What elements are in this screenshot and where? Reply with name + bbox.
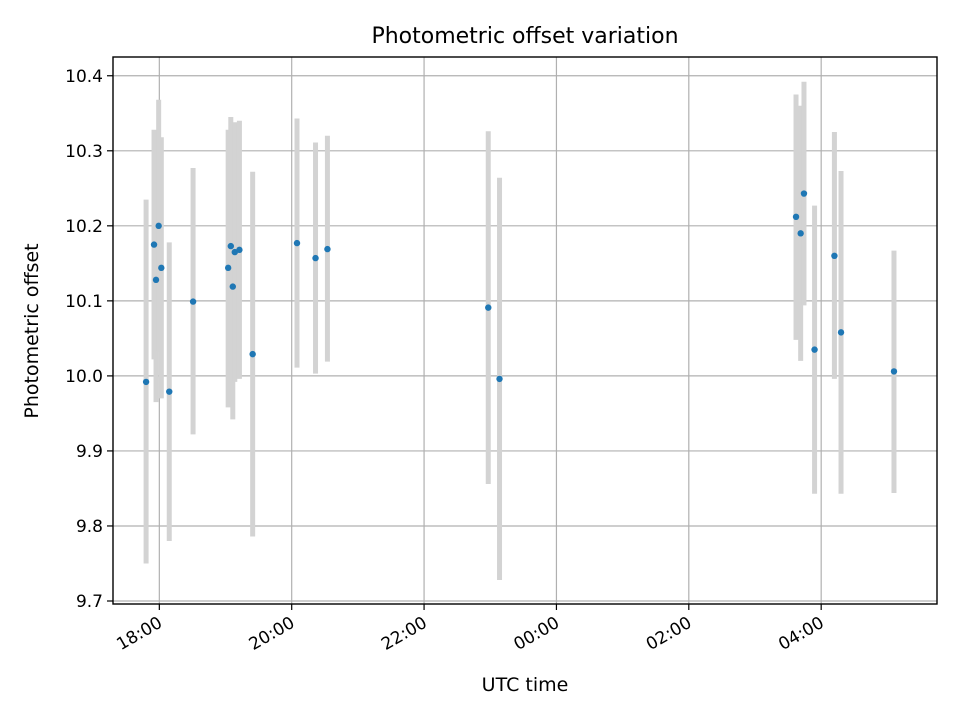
data-point — [831, 252, 838, 260]
data-point — [166, 388, 173, 395]
data-point — [324, 245, 331, 253]
data-point — [189, 298, 197, 305]
y-tick-label: 10.0 — [65, 367, 103, 387]
data-point — [293, 239, 301, 247]
data-point — [496, 375, 503, 383]
data-point — [485, 304, 492, 311]
data-point — [236, 246, 243, 254]
y-tick-label: 10.1 — [65, 292, 103, 312]
data-point — [792, 213, 800, 221]
y-tick-label: 9.8 — [76, 517, 103, 537]
y-tick-label: 10.4 — [65, 67, 103, 87]
data-point — [797, 230, 804, 237]
data-point — [158, 264, 165, 272]
data-point — [837, 329, 845, 336]
data-point — [224, 264, 232, 272]
data-point — [800, 190, 808, 197]
y-tick-label: 10.3 — [65, 142, 103, 162]
data-point — [227, 242, 235, 250]
y-tick-label: 9.9 — [76, 442, 103, 462]
data-point — [150, 241, 158, 248]
plot-frame — [112, 56, 938, 605]
data-point — [152, 276, 160, 284]
y-tick-label: 9.7 — [76, 592, 103, 612]
data-point — [811, 346, 818, 353]
data-point — [229, 283, 236, 290]
y-axis-ticks: 9.7 9.8 9.9 10.0 10.1 10.2 10.3 10.4 — [65, 67, 113, 612]
y-tick-label: 10.2 — [65, 217, 103, 237]
y-axis-label: Photometric offset — [21, 243, 43, 418]
data-point — [312, 254, 319, 262]
data-point — [142, 378, 150, 386]
data-points — [142, 190, 898, 395]
chart-title: Photometric offset variation — [371, 24, 678, 49]
data-point — [890, 368, 898, 375]
x-axis-label: UTC time — [482, 674, 569, 696]
data-point — [249, 350, 256, 358]
data-point — [155, 222, 162, 230]
